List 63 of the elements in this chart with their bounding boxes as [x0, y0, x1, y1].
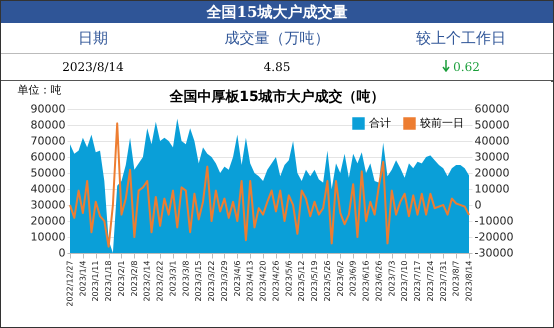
- x-tick-label: 2023/6/2: [336, 260, 345, 296]
- x-tick-label: 2023/2/14: [142, 260, 152, 302]
- x-tick-label: 2023/6/16: [362, 260, 371, 302]
- x-tick-label: 2023/7/17: [413, 260, 422, 302]
- x-tick-label: 2023/5/19: [310, 260, 320, 302]
- x-tick-label: 2023/4/13: [246, 260, 255, 302]
- x-tick-label: 2023/2/1: [116, 260, 126, 296]
- y-tick-label: 20000: [30, 214, 66, 228]
- y-tick-label: 80000: [30, 118, 66, 132]
- x-tick-label: 2023/8/7: [452, 260, 461, 296]
- x-tick-label: 2023/3/29: [220, 260, 229, 302]
- text: 成交量（万吨）: [185, 23, 369, 54]
- x-tick-label: 2023/3/8: [181, 260, 190, 296]
- text: 日期: [1, 23, 185, 54]
- y-tick-label: 10000: [30, 230, 66, 244]
- y2-tick-label: 20000: [474, 166, 510, 180]
- x-tick-label: 2023/1/18: [104, 260, 114, 302]
- x-tick-label: 2023/6/26: [374, 260, 384, 302]
- x-tick-label: 2023/7/31: [438, 260, 448, 302]
- y-tick-label: 70000: [30, 134, 66, 148]
- x-tick-label: 2023/6/9: [348, 260, 358, 296]
- x-tick-label: 2023/3/15: [194, 260, 204, 302]
- chart-subtitle: 全国中厚板15城市大户成交（吨）: [169, 89, 385, 105]
- x-tick-label: 2023/2/8: [130, 260, 139, 296]
- y-axis-title: 单位：吨: [18, 84, 62, 96]
- x-tick-label: 2023/5/26: [322, 260, 332, 302]
- x-tick-label: 2023/7/3: [387, 260, 396, 296]
- x-tick-label: 2023/5/12: [297, 260, 306, 302]
- y2-tick-label: -20000: [474, 230, 514, 244]
- x-tick-label: 2023/3/1: [168, 260, 178, 296]
- y-tick-label: 40000: [30, 182, 66, 196]
- legend-label: 较前一日: [420, 116, 464, 130]
- y-tick-label: 50000: [30, 166, 66, 180]
- y2-tick-label: 30000: [474, 150, 510, 164]
- x-tick-label: 2023/1/4: [78, 260, 88, 296]
- y-tick-label: 30000: [30, 198, 66, 212]
- text: 2023/8/14: [1, 54, 185, 81]
- x-tick-label: 2023/4/6: [232, 260, 242, 296]
- y-tick-label: 60000: [30, 150, 66, 164]
- text: 较上个工作日: [369, 23, 553, 54]
- x-tick-label: 2023/8/14: [464, 260, 474, 302]
- y2-tick-label: 10000: [474, 182, 510, 196]
- y2-tick-label: 60000: [474, 102, 510, 116]
- y2-tick-label: 40000: [474, 134, 510, 148]
- x-tick-label: 2023/2/22: [156, 260, 165, 302]
- x-tick-label: 2023/3/22: [207, 260, 216, 302]
- chart-title: 全国15城大户成交量: [1, 1, 553, 23]
- text: 0.62: [453, 60, 480, 74]
- y-tick-label: 0: [58, 246, 66, 260]
- y2-tick-label: -10000: [474, 214, 514, 228]
- legend-label: 合计: [369, 116, 391, 130]
- x-tick-label: 2023/4/26: [271, 260, 280, 302]
- x-tick-label: 2023/4/20: [258, 260, 268, 302]
- y2-tick-label: -30000: [474, 246, 514, 260]
- x-tick-label: 2023/1/11: [91, 260, 100, 302]
- y2-tick-label: 0: [474, 198, 482, 212]
- x-tick-label: 2023/7/10: [400, 260, 410, 302]
- x-tick-label: 2023/7/24: [426, 260, 435, 302]
- x-tick-label: 2022/12/27: [66, 260, 75, 307]
- y-tick-label: 90000: [30, 102, 66, 116]
- y2-tick-label: 50000: [474, 118, 510, 132]
- x-tick-label: 2023/5/6: [284, 260, 294, 296]
- text: 4.85: [185, 54, 369, 81]
